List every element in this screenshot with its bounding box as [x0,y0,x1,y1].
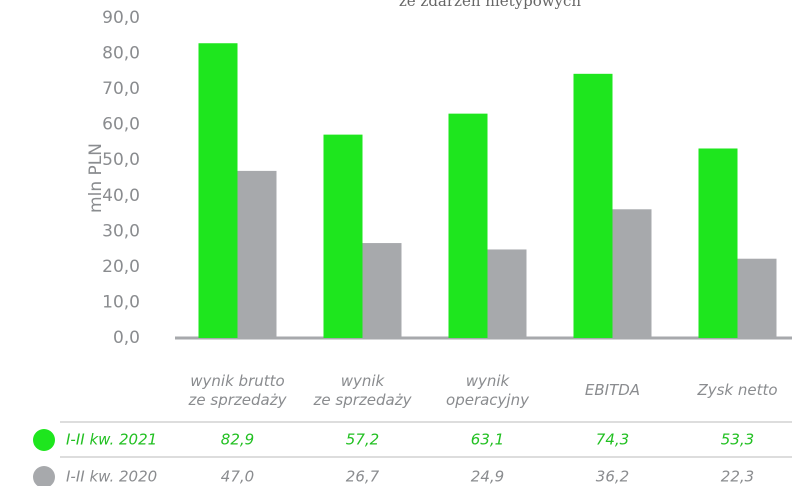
value-label: 63,1 [471,431,504,449]
chart-title: ze zdarzeń nietypowych [399,0,582,10]
y-tick-label: 50,0 [102,150,140,170]
y-tick-label: 40,0 [102,186,140,206]
y-tick-label: 90,0 [102,8,140,28]
y-tick-label: 20,0 [102,257,140,277]
value-label: 74,3 [596,431,629,449]
legend-marker [33,466,55,486]
y-axis-label: mln PLN [86,143,106,213]
value-label: 53,3 [721,431,754,449]
y-tick-label: 0,0 [113,328,140,348]
y-tick-label: 70,0 [102,79,140,99]
y-tick-label: 80,0 [102,44,140,64]
bar [612,209,652,338]
value-label: 36,2 [596,468,629,486]
y-tick-label: 30,0 [102,221,140,241]
x-tick-label: Zysk netto [697,381,778,399]
value-label: 47,0 [221,468,254,486]
value-label: 24,9 [471,468,504,486]
bar [362,243,402,338]
x-tick-label: wynik operacyjny [446,372,529,409]
value-label: 57,2 [346,431,379,449]
bar [698,148,738,338]
bar [737,258,777,338]
legend-label: I-II kw. 2021 [66,431,157,449]
x-tick-label: wynik ze sprzedaży [313,372,412,409]
bar [323,134,363,338]
legend-label: I-II kw. 2020 [66,468,157,486]
x-tick-label: EBITDA [584,381,641,399]
bar [573,73,613,339]
legend-marker [33,429,55,451]
y-tick-label: 10,0 [102,292,140,312]
value-label: 82,9 [221,431,254,449]
bar [198,43,238,338]
y-tick-label: 60,0 [102,115,140,135]
value-label: 26,7 [346,468,380,486]
bar [487,249,527,338]
value-label: 22,3 [721,468,754,486]
x-tick-label: wynik brutto ze sprzedaży [188,372,287,409]
bar [237,170,277,338]
bar [448,113,488,339]
